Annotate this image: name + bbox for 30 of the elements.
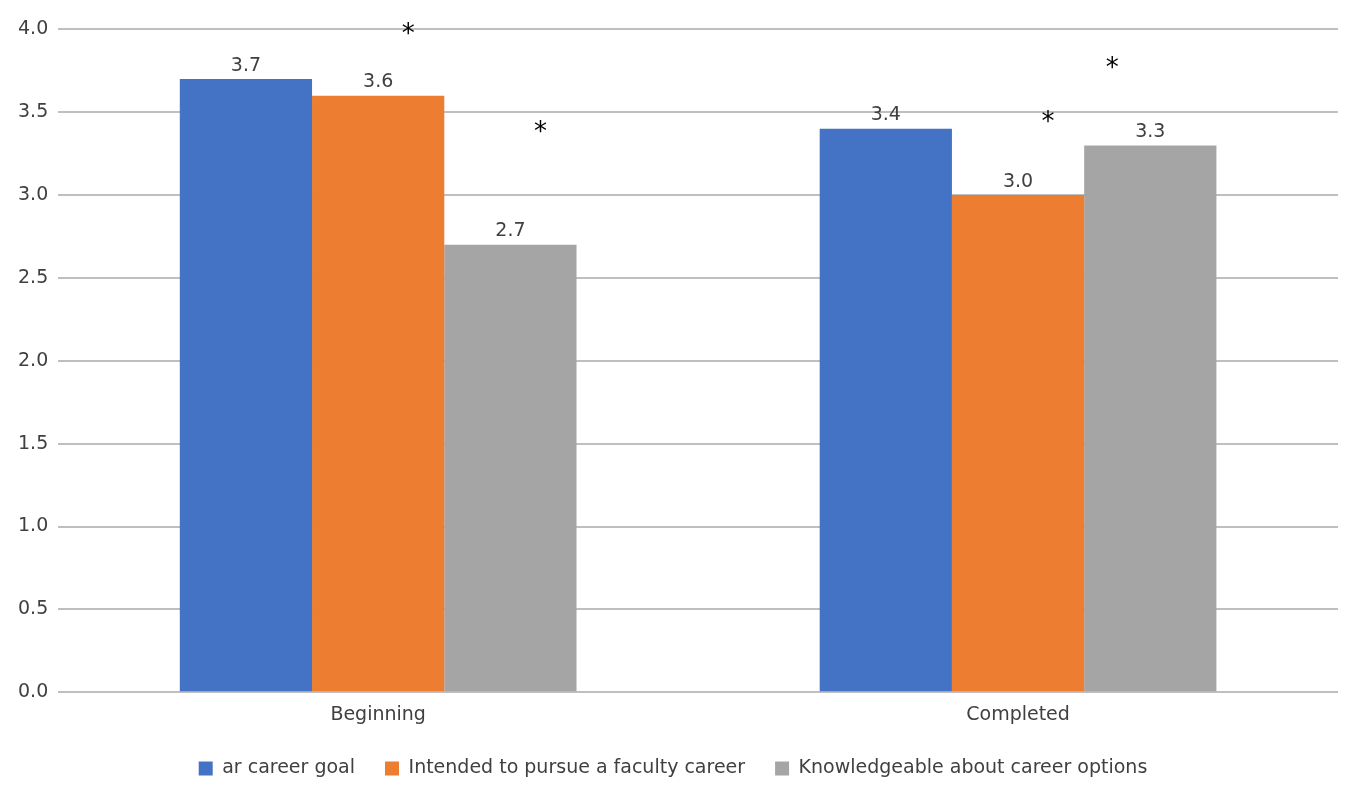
annotation: *: [1105, 52, 1119, 83]
y-tick-label: 0.0: [18, 679, 49, 702]
bar: [312, 95, 445, 692]
legend-label: ar career goal: [222, 755, 356, 778]
y-tick-label: 3.5: [18, 99, 49, 122]
legend-label: Intended to pursue a faculty career: [408, 755, 746, 778]
y-tick-label: 3.0: [18, 182, 49, 205]
legend-label: Knowledgeable about career options: [798, 755, 1148, 778]
bar: [819, 128, 952, 692]
bar: [1084, 145, 1217, 692]
bar: [444, 244, 577, 692]
x-tick-label: Beginning: [330, 701, 426, 724]
y-tick-label: 1.0: [18, 513, 49, 536]
bar: [951, 195, 1085, 692]
data-label: 3.4: [870, 102, 901, 125]
annotation: *: [1041, 105, 1055, 136]
annotation: *: [533, 115, 547, 146]
data-label: 3.3: [1135, 118, 1166, 141]
y-tick-label: 0.5: [18, 596, 49, 619]
y-tick-label: 1.5: [18, 430, 49, 453]
bar: [179, 79, 313, 692]
data-label: 2.7: [495, 218, 526, 241]
data-label: 3.6: [363, 69, 394, 92]
y-tick-label: 4.0: [18, 16, 49, 39]
data-label: 3.7: [230, 52, 262, 75]
x-tick-label: Completed: [966, 701, 1070, 724]
y-tick-label: 2.0: [18, 347, 49, 370]
annotation: *: [401, 18, 415, 49]
y-tick-label: 2.5: [18, 264, 49, 287]
data-label: 3.0: [1002, 168, 1034, 191]
